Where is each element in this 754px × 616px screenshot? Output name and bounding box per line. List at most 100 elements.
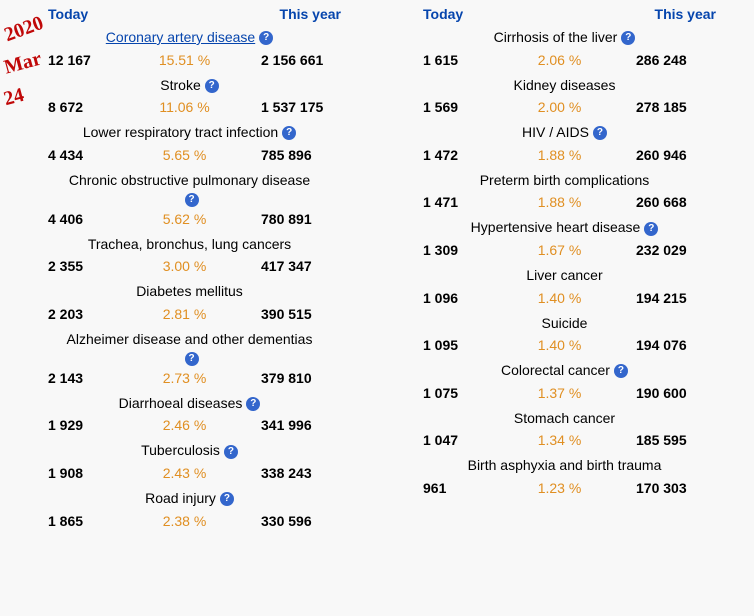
table-row: Colorectal cancer?1 0751.37 %190 600 (383, 359, 746, 405)
stats-row: 1 0471.34 %185 595 (383, 430, 746, 452)
stats-row: 1 0751.37 %190 600 (383, 383, 746, 405)
info-icon[interactable]: ? (282, 126, 296, 140)
disease-label: Colorectal cancer (501, 362, 610, 378)
value-year: 1 537 175 (261, 99, 371, 115)
value-year: 170 303 (636, 480, 746, 496)
disease-label: Lower respiratory tract infection (83, 124, 278, 140)
stats-row: 12 16715.51 %2 156 661 (8, 50, 371, 72)
entry-title: Colorectal cancer? (383, 359, 746, 383)
info-icon[interactable]: ? (185, 352, 199, 366)
value-year: 417 347 (261, 258, 371, 274)
value-today: 4 434 (8, 147, 108, 163)
value-percent: 5.62 % (108, 211, 261, 227)
value-year: 260 668 (636, 194, 746, 210)
value-year: 232 029 (636, 242, 746, 258)
value-year: 379 810 (261, 370, 371, 386)
value-today: 1 309 (383, 242, 483, 258)
stats-row: 2 3553.00 %417 347 (8, 256, 371, 278)
disease-link[interactable]: Coronary artery disease (106, 29, 255, 45)
table-row: Trachea, bronchus, lung cancers 2 3553.00… (8, 233, 371, 279)
info-icon[interactable]: ? (220, 492, 234, 506)
value-today: 2 355 (8, 258, 108, 274)
value-year: 185 595 (636, 432, 746, 448)
header-this-year: This year (128, 6, 371, 22)
entry-title: Liver cancer (383, 264, 746, 288)
stats-row: 1 6152.06 %286 248 (383, 50, 746, 72)
value-percent: 2.43 % (108, 465, 261, 481)
entry-title: Tuberculosis? (8, 439, 371, 463)
disease-label: Diabetes mellitus (136, 283, 243, 299)
info-icon[interactable]: ? (185, 193, 199, 207)
stats-row: 9611.23 %170 303 (383, 478, 746, 500)
entry-title: Kidney diseases (383, 74, 746, 98)
value-percent: 11.06 % (108, 99, 261, 115)
header-this-year: This year (503, 6, 746, 22)
stats-row: 2 1432.73 %379 810 (8, 368, 371, 390)
info-icon[interactable]: ? (205, 79, 219, 93)
value-today: 1 471 (383, 194, 483, 210)
entry-title: Diabetes mellitus (8, 280, 371, 304)
disease-label: Hypertensive heart disease (471, 219, 641, 235)
value-percent: 2.46 % (108, 417, 261, 433)
info-icon[interactable]: ? (259, 31, 273, 45)
disease-label: Stroke (160, 77, 200, 93)
value-year: 780 891 (261, 211, 371, 227)
table-row: Hypertensive heart disease? 1 3091.67 %23… (383, 216, 746, 262)
entry-title: Coronary artery disease? (8, 26, 371, 50)
left-column: Today This year Coronary artery disease?… (2, 4, 377, 535)
table-row: Chronic obstructive pulmonary disease?4 … (8, 169, 371, 231)
info-icon[interactable]: ? (644, 222, 658, 236)
value-percent: 1.67 % (483, 242, 636, 258)
stats-row: 1 9082.43 %338 243 (8, 463, 371, 485)
stats-row: 1 3091.67 %232 029 (383, 240, 746, 262)
value-year: 330 596 (261, 513, 371, 529)
value-percent: 1.37 % (483, 385, 636, 401)
info-icon[interactable]: ? (621, 31, 635, 45)
entry-title: Alzheimer disease and other dementias? (8, 328, 371, 368)
disease-label: Suicide (542, 315, 588, 331)
stats-row: 8 67211.06 %1 537 175 (8, 97, 371, 119)
stats-row: 1 0951.40 %194 076 (383, 335, 746, 357)
disease-label: HIV / AIDS (522, 124, 589, 140)
disease-label: Road injury (145, 490, 216, 506)
stats-row: 1 8652.38 %330 596 (8, 511, 371, 533)
right-column: Today This year Cirrhosis of the liver?1… (377, 4, 752, 535)
info-icon[interactable]: ? (593, 126, 607, 140)
value-year: 341 996 (261, 417, 371, 433)
value-year: 190 600 (636, 385, 746, 401)
value-percent: 2.73 % (108, 370, 261, 386)
info-icon[interactable]: ? (246, 397, 260, 411)
disease-label: Trachea, bronchus, lung cancers (88, 236, 291, 252)
header-row: Today This year (8, 4, 371, 26)
value-percent: 3.00 % (108, 258, 261, 274)
value-today: 1 929 (8, 417, 108, 433)
value-percent: 2.38 % (108, 513, 261, 529)
disease-label: Diarrhoeal diseases (119, 395, 243, 411)
stats-row: 2 2032.81 %390 515 (8, 304, 371, 326)
value-today: 1 865 (8, 513, 108, 529)
header-row: Today This year (383, 4, 746, 26)
value-today: 1 075 (383, 385, 483, 401)
value-today: 2 143 (8, 370, 108, 386)
table-row: Cirrhosis of the liver?1 6152.06 %286 24… (383, 26, 746, 72)
table-row: Diarrhoeal diseases? 1 9292.46 %341 996 (8, 392, 371, 438)
table-row: Liver cancer1 0961.40 %194 215 (383, 264, 746, 310)
table-row: Tuberculosis?1 9082.43 %338 243 (8, 439, 371, 485)
value-year: 785 896 (261, 147, 371, 163)
table-row: Stomach cancer1 0471.34 %185 595 (383, 407, 746, 453)
value-year: 2 156 661 (261, 52, 371, 68)
disease-label: Kidney diseases (514, 77, 616, 93)
disease-label: Birth asphyxia and birth trauma (468, 457, 662, 473)
value-year: 194 076 (636, 337, 746, 353)
table-row: Diabetes mellitus 2 2032.81 %390 515 (8, 280, 371, 326)
table-row: Suicide 1 0951.40 %194 076 (383, 312, 746, 358)
value-today: 1 047 (383, 432, 483, 448)
table-row: HIV / AIDS?1 4721.88 %260 946 (383, 121, 746, 167)
entry-title: Cirrhosis of the liver? (383, 26, 746, 50)
entry-title: Lower respiratory tract infection? (8, 121, 371, 145)
entry-title: HIV / AIDS? (383, 121, 746, 145)
info-icon[interactable]: ? (614, 364, 628, 378)
info-icon[interactable]: ? (224, 445, 238, 459)
entry-title: Suicide (383, 312, 746, 336)
value-percent: 1.23 % (483, 480, 636, 496)
